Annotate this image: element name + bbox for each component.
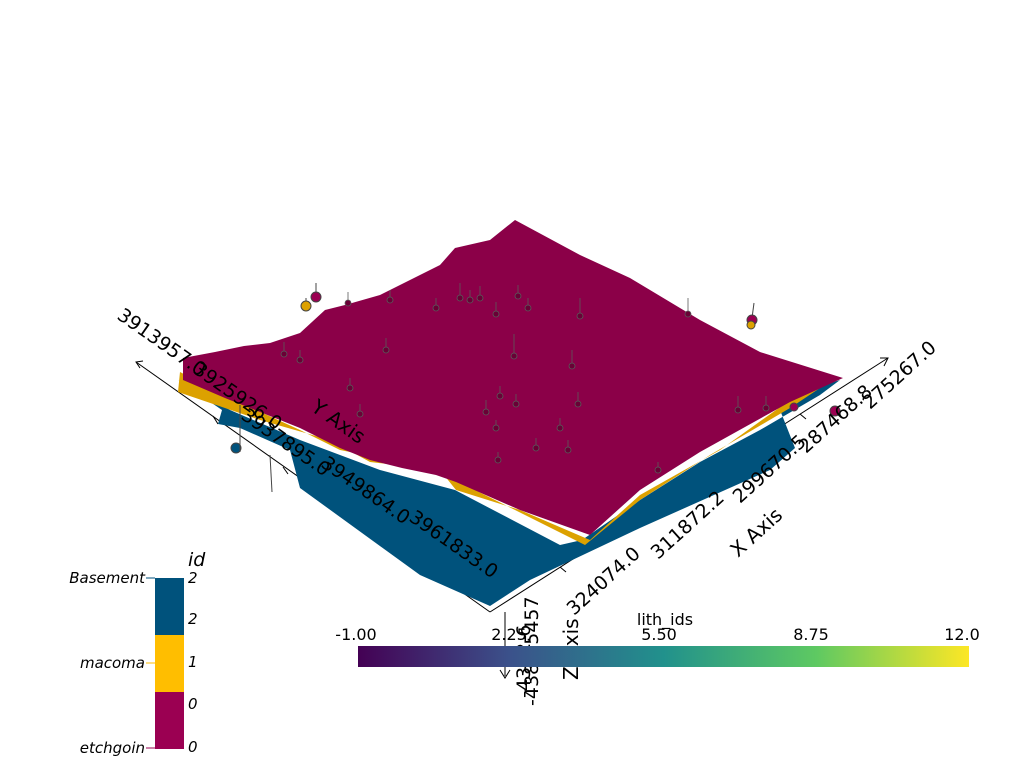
etchgoin-surface — [183, 220, 843, 535]
scalar-bar-tick: 5.50 — [641, 625, 677, 644]
x-axis-title: X Axis — [725, 503, 787, 562]
etchgoin-upper-tick: 0 — [188, 695, 198, 713]
scalar-bar-tick: 8.75 — [793, 625, 829, 644]
basement-label: Basement — [69, 569, 146, 587]
x-axis-end-arrow — [880, 357, 889, 367]
scalar-bar-tick: 12.0 — [944, 625, 980, 644]
borehole-markers — [230, 283, 841, 493]
basement-lower-tick: 2 — [188, 610, 198, 628]
y-axis-start-arrow — [135, 360, 144, 369]
x-tick-mark — [559, 566, 567, 573]
basement-surface — [178, 380, 840, 606]
scalar-bar-tick: 2.25 — [491, 625, 527, 644]
macoma-swatch — [155, 635, 184, 692]
y-tick-mark — [212, 415, 219, 425]
well-ticks — [280, 283, 770, 474]
x-tick-mark — [799, 413, 807, 420]
etchgoin-label: etchgoin — [80, 739, 145, 757]
surfaces — [178, 220, 843, 606]
borehole-marker — [310, 283, 322, 303]
borehole-marker — [300, 298, 312, 312]
z-axis-end-arrow — [499, 669, 511, 679]
categorical-bar: id 2 2 1 0 0 Basement macoma etchgoin — [69, 549, 206, 757]
borehole-marker — [789, 402, 799, 412]
etchgoin-lower-tick: 0 — [188, 738, 198, 756]
borehole-marker — [746, 302, 758, 330]
basement-swatch — [155, 578, 184, 635]
scalar-bar: lith_ids -1.00 2.25 5.50 8.75 12.0 — [335, 610, 980, 667]
categorical-bar-title: id — [188, 549, 206, 571]
borehole-marker — [829, 405, 841, 417]
y-tick-mark — [282, 466, 289, 475]
basement-upper-tick: 2 — [188, 569, 198, 587]
macoma-label: macoma — [80, 654, 145, 672]
etchgoin-swatch — [155, 692, 184, 749]
macoma-tick: 1 — [188, 653, 198, 671]
scalar-bar-tick: -1.00 — [335, 625, 376, 644]
borehole-marker — [230, 442, 242, 454]
x-tick-label: 275267.0 — [859, 337, 941, 414]
scalar-bar-gradient — [358, 646, 969, 667]
scalar-bar-title: lith_ids — [637, 610, 693, 630]
borehole-marker — [269, 454, 273, 493]
